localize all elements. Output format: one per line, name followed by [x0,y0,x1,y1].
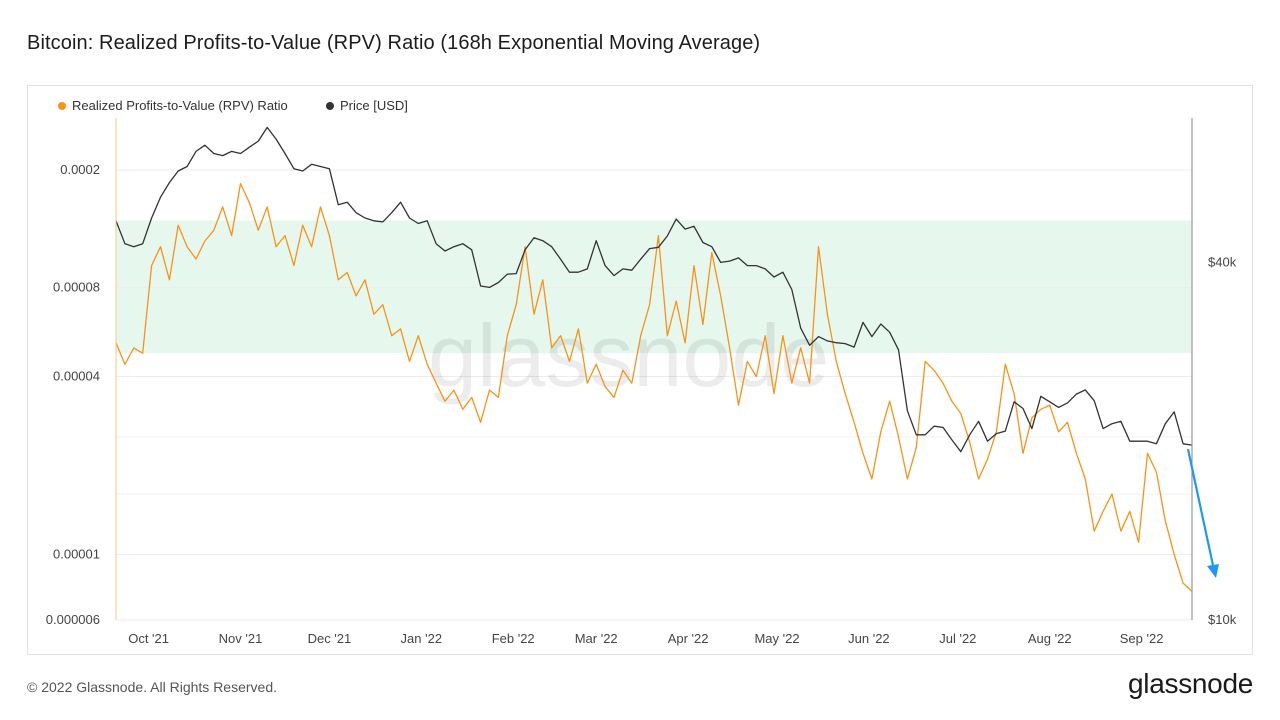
legend-label[interactable]: Realized Profits-to-Value (RPV) Ratio [72,98,288,113]
legend: Realized Profits-to-Value (RPV) Ratio Pri… [58,98,408,113]
x-tick-label: Aug '22 [1028,631,1072,646]
x-tick-label: Jun '22 [848,631,890,646]
chart-panel: glassnode 0.0002 0.00008 0.00004 0.00001 0.0… [27,85,1253,655]
x-tick-label: Mar '22 [575,631,618,646]
chart[interactable]: glassnode 0.0002 0.00008 0.00004 0.00001 0.0… [28,86,1254,656]
x-tick-label: Jan '22 [401,631,443,646]
x-tick-label: Oct '21 [128,631,169,646]
trend-arrow-shaft [1186,448,1216,571]
x-tick-label: Sep '22 [1120,631,1164,646]
copyright-text: © 2022 Glassnode. All Rights Reserved. [27,679,278,695]
y-left-tick-label: 0.00004 [53,369,100,384]
x-tick-label: May '22 [754,631,799,646]
legend-marker[interactable] [326,102,334,110]
y-left-tick-label: 0.0002 [60,162,100,177]
y-right-tick-label: $40k [1208,254,1237,269]
x-tick-label: Dec '21 [308,631,352,646]
y-right-tick-label: $10k [1208,612,1237,627]
y-left-tick-label: 0.00008 [53,280,100,295]
y-left-tick-label: 0.000006 [46,612,100,627]
y-left-tick-label: 0.00001 [53,546,100,561]
x-tick-label: Nov '21 [219,631,263,646]
highlight-band [116,220,1192,354]
x-tick-label: Jul '22 [939,631,976,646]
trend-arrow-head [1207,564,1219,578]
x-tick-label: Apr '22 [668,631,709,646]
legend-marker[interactable] [58,102,66,110]
page-title: Bitcoin: Realized Profits-to-Value (RPV)… [27,32,761,54]
price-series-line[interactable] [115,126,1193,453]
legend-label[interactable]: Price [USD] [340,98,408,113]
watermark-text: glassnode [428,306,829,405]
rpv-series-line[interactable] [115,182,1193,592]
x-tick-label: Feb '22 [492,631,535,646]
brand-logo[interactable]: glassnode [1128,668,1253,699]
